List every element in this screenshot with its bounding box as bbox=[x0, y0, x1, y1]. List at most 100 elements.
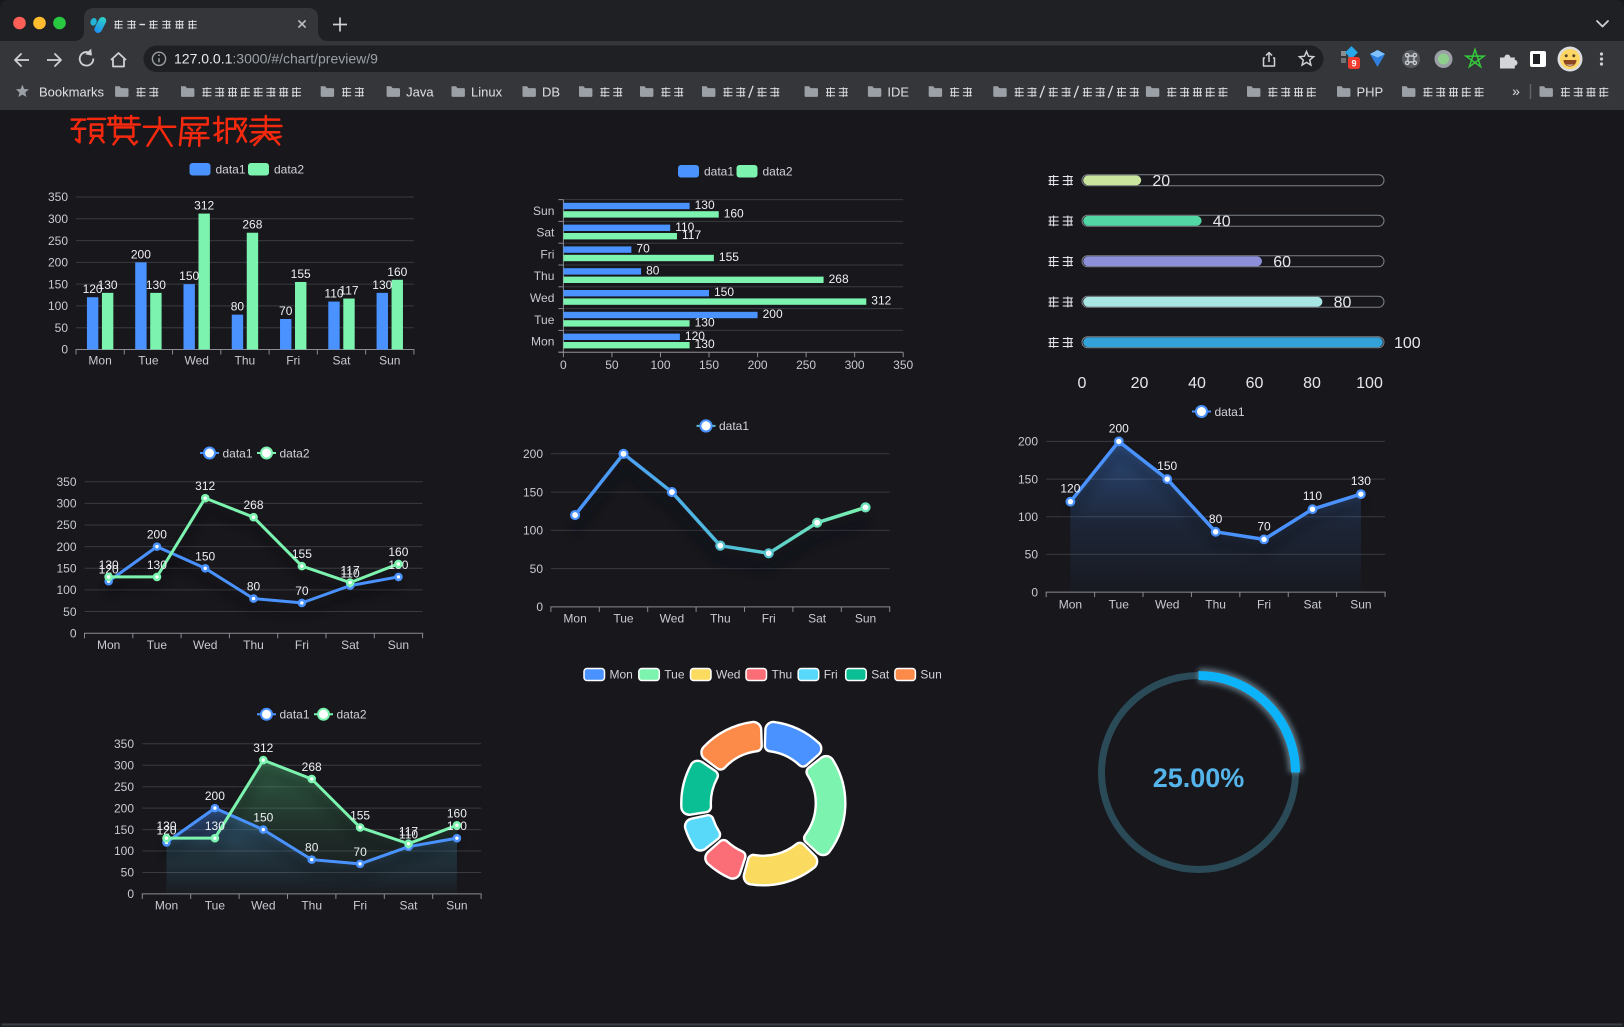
svg-text:312: 312 bbox=[195, 479, 215, 493]
svg-text:0: 0 bbox=[127, 887, 134, 901]
svg-text:110: 110 bbox=[399, 828, 418, 842]
svg-text:DB: DB bbox=[542, 85, 560, 100]
svg-text:Sat: Sat bbox=[341, 638, 360, 652]
svg-text:120: 120 bbox=[1060, 482, 1080, 496]
svg-text:200: 200 bbox=[114, 801, 134, 815]
svg-text:data1: data1 bbox=[1215, 405, 1245, 419]
svg-text:50: 50 bbox=[121, 866, 135, 880]
svg-text:155: 155 bbox=[350, 808, 370, 822]
svg-text:80: 80 bbox=[1334, 294, 1352, 311]
svg-text:Sun: Sun bbox=[446, 899, 467, 913]
svg-text:150: 150 bbox=[48, 277, 68, 291]
svg-text:130: 130 bbox=[695, 198, 715, 212]
svg-text:60: 60 bbox=[1273, 254, 1291, 271]
svg-text:110: 110 bbox=[1303, 489, 1322, 503]
svg-text:350: 350 bbox=[48, 190, 68, 204]
svg-text:110: 110 bbox=[341, 567, 360, 581]
svg-text:data2: data2 bbox=[763, 165, 793, 179]
svg-text:150: 150 bbox=[56, 562, 76, 576]
svg-text:150: 150 bbox=[179, 269, 199, 283]
svg-text:80: 80 bbox=[1303, 375, 1321, 392]
svg-text:110: 110 bbox=[324, 287, 343, 301]
svg-text:70: 70 bbox=[1257, 519, 1271, 533]
svg-text:200: 200 bbox=[205, 789, 225, 803]
svg-text:Mon: Mon bbox=[155, 899, 178, 913]
svg-text:0: 0 bbox=[1031, 585, 1038, 599]
svg-text:data1: data1 bbox=[719, 419, 749, 433]
svg-text:100: 100 bbox=[1356, 375, 1383, 392]
svg-text:Sat: Sat bbox=[808, 612, 827, 626]
svg-text:Tue: Tue bbox=[205, 899, 226, 913]
svg-text:Sat: Sat bbox=[871, 668, 890, 682]
svg-text:60: 60 bbox=[1246, 375, 1264, 392]
svg-text:150: 150 bbox=[699, 358, 719, 372]
svg-text:20: 20 bbox=[1152, 173, 1170, 190]
svg-text:150: 150 bbox=[195, 549, 215, 563]
svg-text:268: 268 bbox=[243, 498, 263, 512]
svg-text:data1: data1 bbox=[223, 446, 253, 460]
svg-text:155: 155 bbox=[292, 547, 312, 561]
svg-text:Fri: Fri bbox=[295, 638, 309, 652]
svg-text:80: 80 bbox=[305, 841, 319, 855]
svg-text:250: 250 bbox=[56, 518, 76, 532]
svg-text:Sun: Sun bbox=[533, 204, 554, 218]
svg-text:Wed: Wed bbox=[193, 638, 217, 652]
svg-text:200: 200 bbox=[56, 540, 76, 554]
svg-text:Thu: Thu bbox=[710, 612, 731, 626]
svg-text:100: 100 bbox=[48, 299, 68, 313]
svg-text:Wed: Wed bbox=[716, 668, 740, 682]
svg-text:155: 155 bbox=[719, 250, 739, 264]
svg-text:Thu: Thu bbox=[235, 354, 256, 368]
svg-text:312: 312 bbox=[871, 294, 891, 308]
svg-text:155: 155 bbox=[291, 267, 311, 281]
svg-text:268: 268 bbox=[302, 760, 322, 774]
svg-text:50: 50 bbox=[605, 358, 619, 372]
svg-text:Wed: Wed bbox=[1155, 598, 1179, 612]
svg-text:Fri: Fri bbox=[1257, 598, 1271, 612]
svg-text:130: 130 bbox=[205, 819, 225, 833]
svg-text:Fri: Fri bbox=[824, 668, 838, 682]
svg-text:70: 70 bbox=[353, 845, 367, 859]
svg-text:150: 150 bbox=[1157, 459, 1177, 473]
svg-text:20: 20 bbox=[1131, 375, 1149, 392]
svg-text:200: 200 bbox=[763, 307, 783, 321]
svg-text:250: 250 bbox=[48, 234, 68, 248]
svg-text:data2: data2 bbox=[274, 163, 304, 177]
svg-text:Wed: Wed bbox=[660, 612, 684, 626]
svg-text:200: 200 bbox=[1018, 435, 1038, 449]
svg-text:130: 130 bbox=[695, 315, 715, 329]
svg-text:250: 250 bbox=[114, 780, 134, 794]
svg-text:50: 50 bbox=[530, 562, 544, 576]
svg-text:80: 80 bbox=[646, 263, 660, 277]
svg-text:Thu: Thu bbox=[243, 638, 264, 652]
svg-text:117: 117 bbox=[399, 825, 418, 839]
svg-text:»: » bbox=[1512, 83, 1520, 99]
svg-text:0: 0 bbox=[70, 626, 77, 640]
svg-text:data1: data1 bbox=[704, 165, 734, 179]
svg-text:150: 150 bbox=[714, 285, 734, 299]
svg-text:300: 300 bbox=[114, 758, 134, 772]
svg-text:data1: data1 bbox=[216, 163, 246, 177]
svg-text:150: 150 bbox=[114, 823, 134, 837]
svg-text:50: 50 bbox=[1025, 548, 1039, 562]
svg-text:130: 130 bbox=[147, 558, 167, 572]
svg-text:70: 70 bbox=[279, 304, 293, 318]
svg-text:312: 312 bbox=[253, 741, 273, 755]
svg-text:Tue: Tue bbox=[613, 612, 634, 626]
svg-text:0: 0 bbox=[536, 600, 543, 614]
svg-text:Sun: Sun bbox=[1350, 598, 1371, 612]
svg-text:160: 160 bbox=[724, 206, 744, 220]
svg-text:120: 120 bbox=[685, 329, 705, 343]
svg-text:300: 300 bbox=[48, 212, 68, 226]
svg-text:200: 200 bbox=[748, 358, 768, 372]
svg-text:250: 250 bbox=[796, 358, 816, 372]
svg-text:160: 160 bbox=[447, 806, 467, 820]
svg-text:120: 120 bbox=[83, 282, 103, 296]
svg-text:Sun: Sun bbox=[388, 638, 409, 652]
svg-text:Wed: Wed bbox=[530, 291, 554, 305]
svg-text:350: 350 bbox=[893, 358, 913, 372]
svg-text:130: 130 bbox=[99, 558, 119, 572]
svg-text:40: 40 bbox=[1188, 375, 1206, 392]
svg-text:Sun: Sun bbox=[855, 612, 876, 626]
svg-text:Mon: Mon bbox=[610, 668, 633, 682]
